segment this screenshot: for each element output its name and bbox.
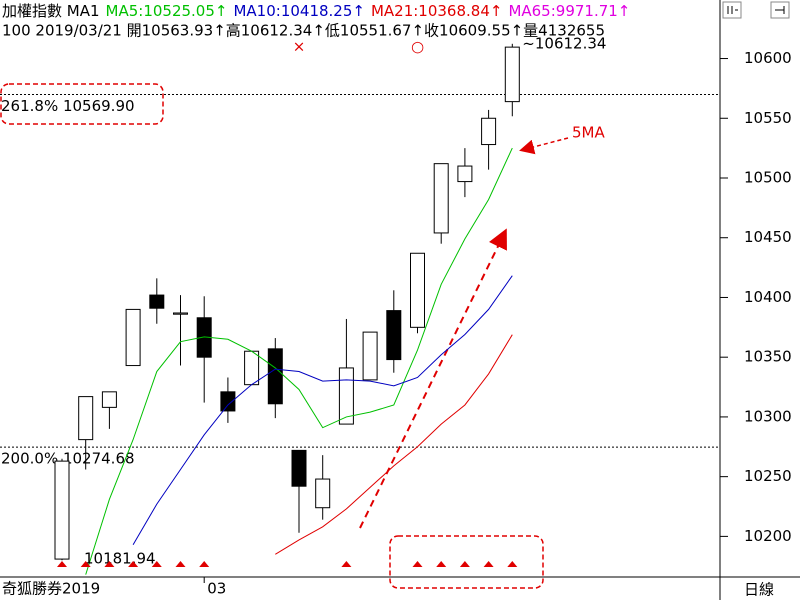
signal-marker [436, 561, 447, 567]
signal-marker [459, 561, 470, 567]
signal-marker [507, 561, 518, 567]
info-line: 100 2019/03/21 開10563.93↑高10612.34↑低1055… [2, 22, 605, 40]
candle-body [338, 367, 354, 425]
annotation: 5MA [572, 124, 605, 142]
signal-marker [80, 561, 91, 567]
legend-entry: MA5:10525.05↑ [106, 2, 228, 20]
candle-body [481, 117, 497, 146]
candle-body [78, 396, 94, 441]
high-label: ~10612.34 [522, 34, 606, 52]
x-tick-label: 03 [207, 580, 226, 598]
candle-body [504, 46, 520, 103]
signal-marker [151, 561, 162, 567]
candle-body [386, 310, 402, 361]
legend-entry: MA10:10418.25↑ [233, 2, 364, 20]
zoom-icon [727, 6, 738, 14]
candle-body [410, 252, 425, 328]
y-tick-label: 10550 [744, 109, 792, 127]
trend-arrow [359, 228, 507, 529]
marker: × [293, 38, 306, 56]
ma-line [132, 275, 513, 545]
signal-marker [199, 561, 210, 567]
level-label: 200.0% 10274.68 [1, 450, 135, 468]
candle-body [457, 165, 473, 183]
ma-line [85, 147, 513, 575]
header: 加權指數 MA1 MA5:10525.05↑ MA10:10418.25↑ MA21:… [2, 2, 630, 20]
chart-title: 加權指數 MA1 [2, 2, 100, 20]
candle-body [101, 391, 117, 408]
ma-line [275, 334, 513, 555]
signal-marker [104, 561, 115, 567]
y-tick-label: 10600 [744, 49, 792, 67]
candle-body [149, 294, 165, 309]
candle-body [173, 312, 188, 315]
candle-body [244, 350, 260, 386]
signal-marker [412, 561, 423, 567]
candle-body [433, 163, 449, 234]
brand: 奇狐勝券2019 [2, 580, 100, 598]
signal-marker [175, 561, 186, 567]
signal-marker [128, 561, 139, 567]
y-tick-label: 10350 [744, 348, 792, 366]
candle-body [125, 308, 141, 367]
legend-entry: MA21:10368.84↑ [371, 2, 502, 20]
candle-body [362, 331, 378, 381]
y-tick-label: 10450 [744, 228, 792, 246]
signal-marker [483, 561, 494, 567]
signal-marker [341, 561, 352, 567]
annotation-arrow [519, 137, 569, 155]
candle-body [315, 478, 331, 509]
y-tick-label: 10300 [744, 407, 792, 425]
level-label: 261.8% 10569.90 [1, 97, 135, 115]
y-tick-label: 10250 [744, 467, 792, 485]
candle-body [291, 449, 307, 487]
y-tick-label: 10500 [744, 168, 792, 186]
signal-marker [57, 561, 67, 567]
marker: ○ [411, 38, 424, 56]
candle-body [267, 348, 283, 405]
highlight-box [389, 535, 544, 589]
candle-body [54, 460, 70, 560]
y-tick-label: 10200 [744, 527, 792, 545]
y-tick-label: 10400 [744, 288, 792, 306]
settings-icon [775, 6, 785, 14]
low-label: 10181.94 [84, 549, 156, 567]
highlight-box [0, 83, 164, 125]
legend-entry: MA65:9971.71↑ [508, 2, 630, 20]
period: 日線 [744, 581, 774, 599]
candle-body [220, 391, 236, 412]
